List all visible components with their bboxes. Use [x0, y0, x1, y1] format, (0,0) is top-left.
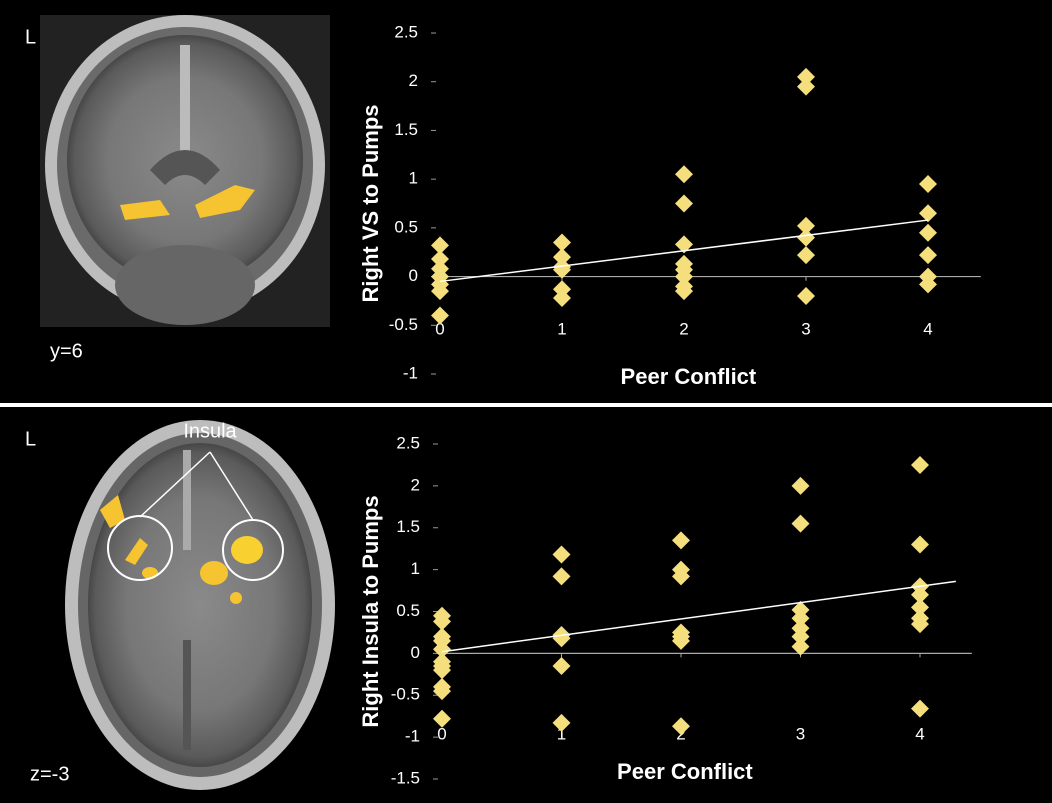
brain-image-coronal: [40, 15, 330, 327]
y-tick-label: 2.5: [394, 22, 418, 41]
y-axis-title: Right Insula to Pumps: [358, 495, 383, 727]
region-label: Insula: [183, 420, 237, 442]
separator: [0, 403, 1052, 407]
y-axis-title: Right VS to Pumps: [358, 105, 383, 303]
y-tick-label: 0: [411, 643, 420, 662]
y-tick-label: -1: [405, 727, 420, 746]
y-tick-label: -1.5: [391, 768, 420, 787]
x-tick-label: 4: [923, 319, 932, 338]
side-label: L: [25, 428, 36, 450]
y-tick-label: 1: [409, 169, 418, 188]
y-tick-label: 0.5: [394, 217, 418, 236]
side-label: L: [25, 26, 36, 48]
y-tick-label: 2: [409, 71, 418, 90]
y-tick-label: 2.5: [396, 433, 420, 452]
figure: L y=6 L Insula z=-3 -1 -0.5 0 0.5 1 1.5 2 2.5 0 1…: [0, 0, 1052, 803]
y-tick-label: 0.5: [396, 601, 420, 620]
brain-image-axial: [65, 420, 335, 790]
x-tick-label: 3: [801, 319, 810, 338]
x-axis-title: Peer Conflict: [617, 759, 753, 784]
slice-label: y=6: [50, 340, 83, 362]
y-tick-label: 1.5: [396, 517, 420, 536]
x-tick-label: 2: [679, 319, 688, 338]
x-tick-label: 4: [915, 724, 924, 743]
y-tick-label: 1.5: [394, 120, 418, 139]
x-axis-title: Peer Conflict: [621, 364, 757, 389]
x-tick-label: 1: [557, 319, 566, 338]
slice-label: z=-3: [30, 763, 69, 785]
y-tick-label: 2: [411, 475, 420, 494]
y-tick-label: 0: [409, 266, 418, 285]
y-tick-label: 1: [411, 559, 420, 578]
y-tick-label: -0.5: [389, 315, 418, 334]
y-tick-label: -0.5: [391, 685, 420, 704]
y-tick-label: -1: [403, 363, 418, 382]
x-tick-label: 3: [796, 724, 805, 743]
